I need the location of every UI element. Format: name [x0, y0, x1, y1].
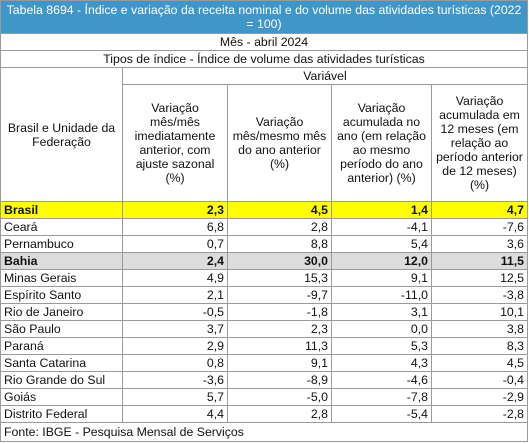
cell-value: -0,4 — [431, 371, 528, 389]
cell-value: 4,4 — [122, 405, 228, 423]
cell-value: -3,8 — [431, 286, 528, 304]
cell-value: 30,0 — [227, 252, 332, 270]
cell-value: 2,8 — [227, 405, 332, 423]
table-row: Ceará 6,8 2,8 -4,1 -7,6 — [0, 218, 528, 236]
cell-value: 9,1 — [331, 269, 432, 287]
table-row: Santa Catarina 0,8 9,1 4,3 4,5 — [0, 354, 528, 372]
cell-value: 5,7 — [122, 388, 228, 406]
cell-value: 4,3 — [331, 354, 432, 372]
cell-value: 15,3 — [227, 269, 332, 287]
row-name: Paraná — [0, 337, 123, 355]
cell-value: -3,6 — [122, 371, 228, 389]
table-title: Tabela 8694 - Índice e variação da recei… — [0, 0, 528, 34]
cell-value: -2,8 — [431, 405, 528, 423]
row-name: Bahia — [0, 252, 123, 270]
cell-value: 12,5 — [431, 269, 528, 287]
cell-value: -4,1 — [331, 218, 432, 236]
cell-value: 0,7 — [122, 235, 228, 253]
column-header: Variação acumulada no ano (em relação ao… — [331, 84, 432, 202]
cell-value: 12,0 — [331, 252, 432, 270]
cell-value: 4,5 — [431, 354, 528, 372]
row-name: Espírito Santo — [0, 286, 123, 304]
cell-value: 1,4 — [331, 201, 432, 219]
cell-value: -7,6 — [431, 218, 528, 236]
cell-value: 0,8 — [122, 354, 228, 372]
table-row: Rio Grande do Sul -3,6 -8,9 -4,6 -0,4 — [0, 371, 528, 389]
cell-value: 2,1 — [122, 286, 228, 304]
row-header: Brasil e Unidade da Federação — [0, 67, 123, 202]
cell-value: -5,4 — [331, 405, 432, 423]
column-header: Variação mês/mês imediatamente anterior,… — [122, 84, 228, 202]
cell-value: 3,1 — [331, 303, 432, 321]
table-row: Bahia 2,4 30,0 12,0 11,5 — [0, 252, 528, 270]
cell-value: 4,9 — [122, 269, 228, 287]
table-row: Minas Gerais 4,9 15,3 9,1 12,5 — [0, 269, 528, 287]
cell-value: 6,8 — [122, 218, 228, 236]
cell-value: 2,3 — [122, 201, 228, 219]
row-name: São Paulo — [0, 320, 123, 338]
row-name: Pernambuco — [0, 235, 123, 253]
table-row: Distrito Federal 4,4 2,8 -5,4 -2,8 — [0, 405, 528, 423]
cell-value: -4,6 — [331, 371, 432, 389]
cell-value: 2,4 — [122, 252, 228, 270]
cell-value: 3,6 — [431, 235, 528, 253]
cell-value: 2,8 — [227, 218, 332, 236]
table-row: Rio de Janeiro -0,5 -1,8 3,1 10,1 — [0, 303, 528, 321]
table-row: São Paulo 3,7 2,3 0,0 3,8 — [0, 320, 528, 338]
cell-value: 11,3 — [227, 337, 332, 355]
cell-value: 9,1 — [227, 354, 332, 372]
cell-value: 8,8 — [227, 235, 332, 253]
cell-value: 2,3 — [227, 320, 332, 338]
variable-header: Variável — [122, 67, 528, 85]
cell-value: 3,7 — [122, 320, 228, 338]
table-row: Paraná 2,9 11,3 5,3 8,3 — [0, 337, 528, 355]
cell-value: 4,5 — [227, 201, 332, 219]
cell-value: 8,3 — [431, 337, 528, 355]
column-header: Variação mês/mesmo mês do ano anterior (… — [227, 84, 332, 202]
row-name: Goiás — [0, 388, 123, 406]
index-type-label: Tipos de índice - Índice de volume das a… — [0, 50, 528, 68]
row-name: Distrito Federal — [0, 405, 123, 423]
cell-value: 5,4 — [331, 235, 432, 253]
row-name: Rio de Janeiro — [0, 303, 123, 321]
cell-value: -5,0 — [227, 388, 332, 406]
table-row: Pernambuco 0,7 8,8 5,4 3,6 — [0, 235, 528, 253]
row-name: Ceará — [0, 218, 123, 236]
column-header: Variação acumulada em 12 meses (em relaç… — [431, 84, 528, 202]
source-footer: Fonte: IBGE - Pesquisa Mensal de Serviço… — [0, 422, 528, 442]
cell-value: -9,7 — [227, 286, 332, 304]
cell-value: 10,1 — [431, 303, 528, 321]
row-name: Brasil — [0, 201, 123, 219]
table-row: Espírito Santo 2,1 -9,7 -11,0 -3,8 — [0, 286, 528, 304]
row-name: Rio Grande do Sul — [0, 371, 123, 389]
cell-value: 5,3 — [331, 337, 432, 355]
cell-value: 0,0 — [331, 320, 432, 338]
cell-value: -0,5 — [122, 303, 228, 321]
period-label: Mês - abril 2024 — [0, 33, 528, 51]
cell-value: 11,5 — [431, 252, 528, 270]
table-row: Brasil 2,3 4,5 1,4 4,7 — [0, 201, 528, 219]
row-name: Santa Catarina — [0, 354, 123, 372]
cell-value: -2,9 — [431, 388, 528, 406]
cell-value: -8,9 — [227, 371, 332, 389]
cell-value: 2,9 — [122, 337, 228, 355]
cell-value: 3,8 — [431, 320, 528, 338]
cell-value: -7,8 — [331, 388, 432, 406]
table-row: Goiás 5,7 -5,0 -7,8 -2,9 — [0, 388, 528, 406]
cell-value: 4,7 — [431, 201, 528, 219]
cell-value: -1,8 — [227, 303, 332, 321]
row-name: Minas Gerais — [0, 269, 123, 287]
cell-value: -11,0 — [331, 286, 432, 304]
